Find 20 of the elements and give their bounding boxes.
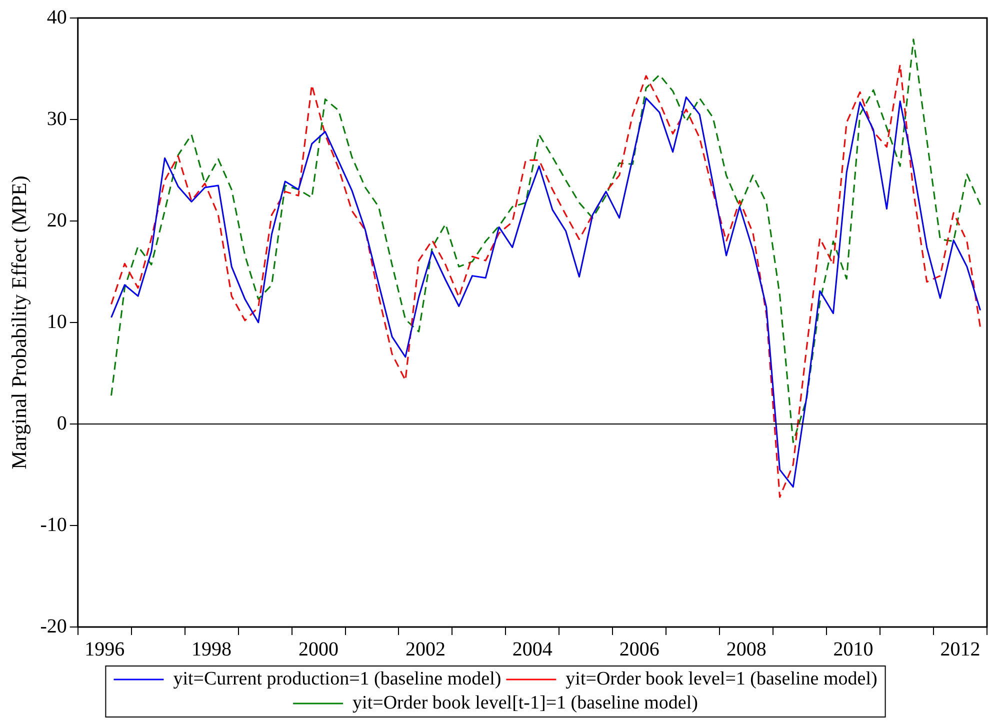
y-tick-label: 30 <box>46 108 67 130</box>
x-tick-label: 2002 <box>405 638 446 660</box>
x-tick-label: 2000 <box>298 638 339 660</box>
y-tick-label: 0 <box>56 412 67 434</box>
legend-label: yit=Order book level=1 (baseline model) <box>566 668 878 690</box>
x-tick-label: 2010 <box>833 638 874 660</box>
x-tick-label: 2004 <box>512 638 552 660</box>
x-tick-label: 1996 <box>84 638 125 660</box>
x-tick-label: 2008 <box>726 638 766 660</box>
y-axis-title: Marginal Probability Effect (MPE) <box>7 176 32 470</box>
y-tick-label: 20 <box>46 209 67 232</box>
x-tick-label: 2012 <box>940 638 980 660</box>
legend-label: yit=Order book level[t-1]=1 (baseline model) <box>352 692 698 714</box>
x-tick-label: 1998 <box>192 638 232 660</box>
y-tick-label: -20 <box>40 615 67 638</box>
x-tick-label: 2006 <box>619 638 660 660</box>
y-tick-label: -10 <box>40 514 67 536</box>
legend-label: yit=Current production=1 (baseline model) <box>173 668 502 690</box>
y-tick-label: 10 <box>46 310 67 333</box>
y-tick-label: 40 <box>46 6 67 28</box>
